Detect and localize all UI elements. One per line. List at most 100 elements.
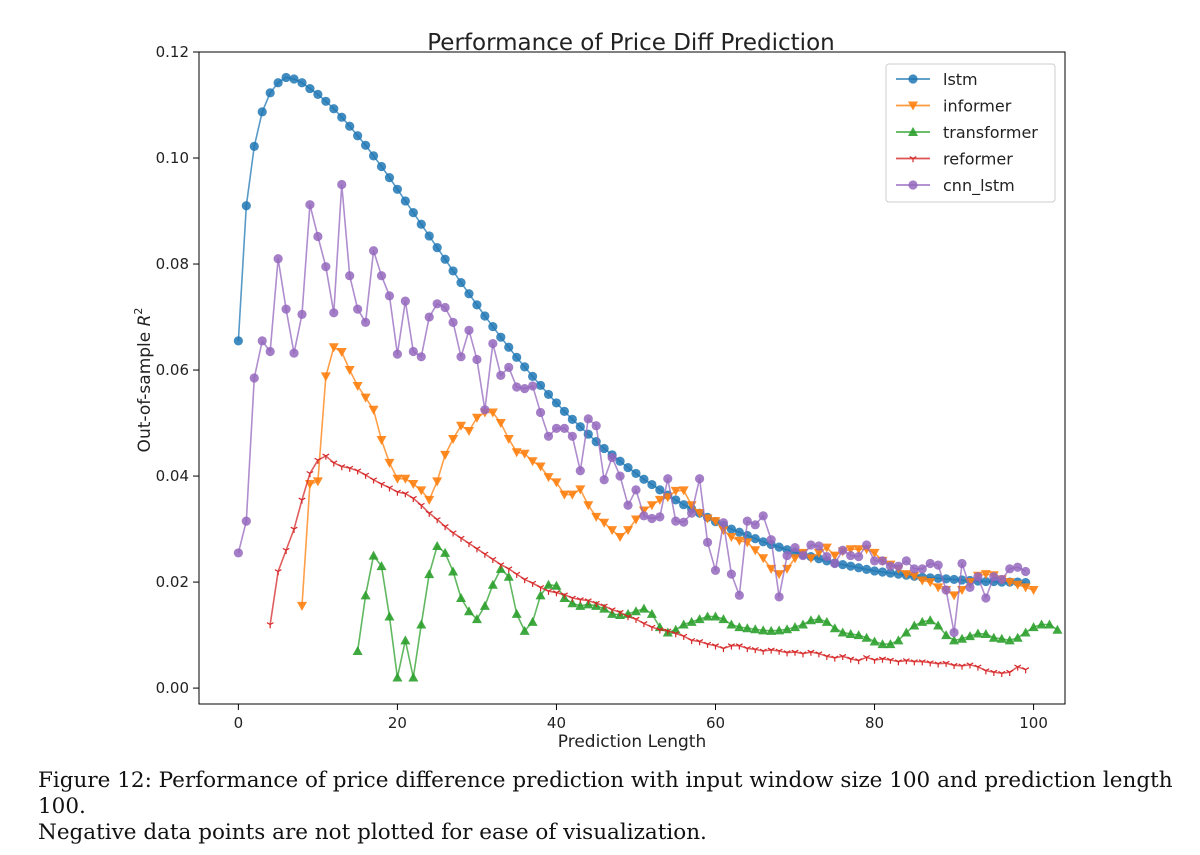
- data-point: [663, 474, 673, 484]
- data-point: [710, 517, 721, 527]
- data-point: [504, 342, 514, 352]
- data-point: [917, 564, 927, 574]
- data-point: [869, 566, 880, 576]
- data-point: [233, 336, 243, 346]
- data-point: [869, 556, 880, 566]
- data-point: [791, 649, 799, 656]
- data-point: [989, 572, 999, 582]
- data-point: [608, 607, 616, 614]
- data-point: [886, 657, 895, 664]
- data-point: [368, 151, 379, 161]
- data-point: [368, 405, 379, 415]
- data-point: [950, 662, 958, 670]
- data-point: [408, 346, 418, 357]
- data-point: [759, 648, 767, 655]
- data-point: [980, 570, 991, 580]
- y-axis-label-text: Out-of-sample: [135, 326, 155, 452]
- data-point: [544, 588, 553, 595]
- data-point: [559, 406, 570, 416]
- data-point: [408, 672, 419, 682]
- data-point: [806, 540, 816, 550]
- data-point: [694, 614, 705, 624]
- data-point: [656, 627, 664, 634]
- legend-item-transformer: transformer: [896, 123, 1038, 142]
- data-point: [463, 427, 474, 437]
- data-point: [981, 576, 991, 587]
- data-point: [1004, 635, 1015, 645]
- data-point: [798, 550, 808, 561]
- data-point: [289, 348, 299, 358]
- data-point: [829, 623, 840, 633]
- data-point: [543, 473, 554, 483]
- legend-item-reformer: reformer: [896, 150, 1013, 169]
- data-point: [392, 672, 403, 682]
- data-point: [273, 254, 283, 264]
- data-point: [559, 423, 570, 433]
- data-point: [878, 656, 887, 663]
- y-tick-label: 0.12: [156, 43, 189, 61]
- data-point: [957, 558, 967, 569]
- data-point: [797, 619, 808, 629]
- data-point: [638, 603, 649, 613]
- data-point: [877, 639, 888, 649]
- data-point: [456, 592, 467, 602]
- data-point: [750, 534, 760, 544]
- data-point: [354, 468, 362, 475]
- data-point: [782, 550, 792, 561]
- data-point: [314, 457, 322, 464]
- data-point: [520, 362, 530, 372]
- data-point: [519, 625, 530, 635]
- data-point: [750, 546, 761, 556]
- data-point: [265, 346, 275, 357]
- data-point: [440, 254, 450, 264]
- data-point: [600, 603, 608, 610]
- data-point: [845, 545, 856, 555]
- data-point: [481, 551, 489, 558]
- data-point: [551, 423, 562, 433]
- data-point: [384, 458, 395, 468]
- y-axis-label: Out-of-sample R2: [132, 308, 155, 453]
- data-point: [702, 611, 713, 621]
- x-tick-label: 60: [706, 714, 725, 732]
- y-tick-label: 0.08: [156, 255, 189, 273]
- data-point: [655, 512, 665, 522]
- data-point: [575, 422, 585, 432]
- data-point: [957, 633, 968, 643]
- data-point: [519, 449, 530, 459]
- data-point: [376, 561, 387, 571]
- data-point: [853, 630, 864, 640]
- data-point: [917, 576, 928, 586]
- data-point: [964, 631, 975, 641]
- data-point: [599, 443, 609, 454]
- data-point: [870, 657, 879, 664]
- data-point: [814, 554, 824, 564]
- data-point: [807, 649, 815, 656]
- data-point: [933, 573, 943, 583]
- data-point: [472, 300, 482, 310]
- data-point: [790, 622, 801, 632]
- data-point: [345, 121, 355, 131]
- y-tick-label: 0.02: [156, 573, 189, 591]
- data-point: [424, 231, 434, 241]
- data-point: [352, 645, 363, 655]
- data-point: [734, 527, 744, 537]
- data-point: [719, 645, 728, 653]
- data-point: [527, 371, 538, 382]
- data-point: [425, 510, 433, 517]
- data-point: [360, 393, 371, 403]
- data-point: [1013, 562, 1023, 572]
- legend-item-informer: informer: [896, 97, 1012, 116]
- data-point: [678, 619, 689, 629]
- data-point: [925, 615, 936, 625]
- data-point: [885, 639, 896, 649]
- data-point: [401, 491, 409, 498]
- data-point: [495, 419, 506, 429]
- data-point: [465, 540, 473, 548]
- data-point: [998, 670, 1006, 678]
- data-point: [480, 311, 490, 321]
- data-point: [313, 89, 323, 100]
- data-point: [933, 620, 944, 630]
- caption-line-1: Figure 12: Performance of price differen…: [38, 768, 1173, 819]
- data-point: [909, 564, 919, 574]
- data-point: [631, 468, 641, 479]
